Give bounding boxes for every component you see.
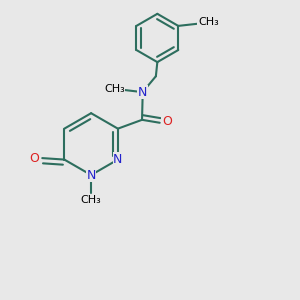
- Text: N: N: [138, 85, 147, 99]
- Text: O: O: [162, 116, 172, 128]
- Text: N: N: [86, 169, 96, 182]
- Text: CH₃: CH₃: [104, 84, 125, 94]
- Text: N: N: [113, 153, 123, 166]
- Text: O: O: [29, 152, 39, 165]
- Text: CH₃: CH₃: [198, 17, 219, 27]
- Text: CH₃: CH₃: [81, 195, 101, 205]
